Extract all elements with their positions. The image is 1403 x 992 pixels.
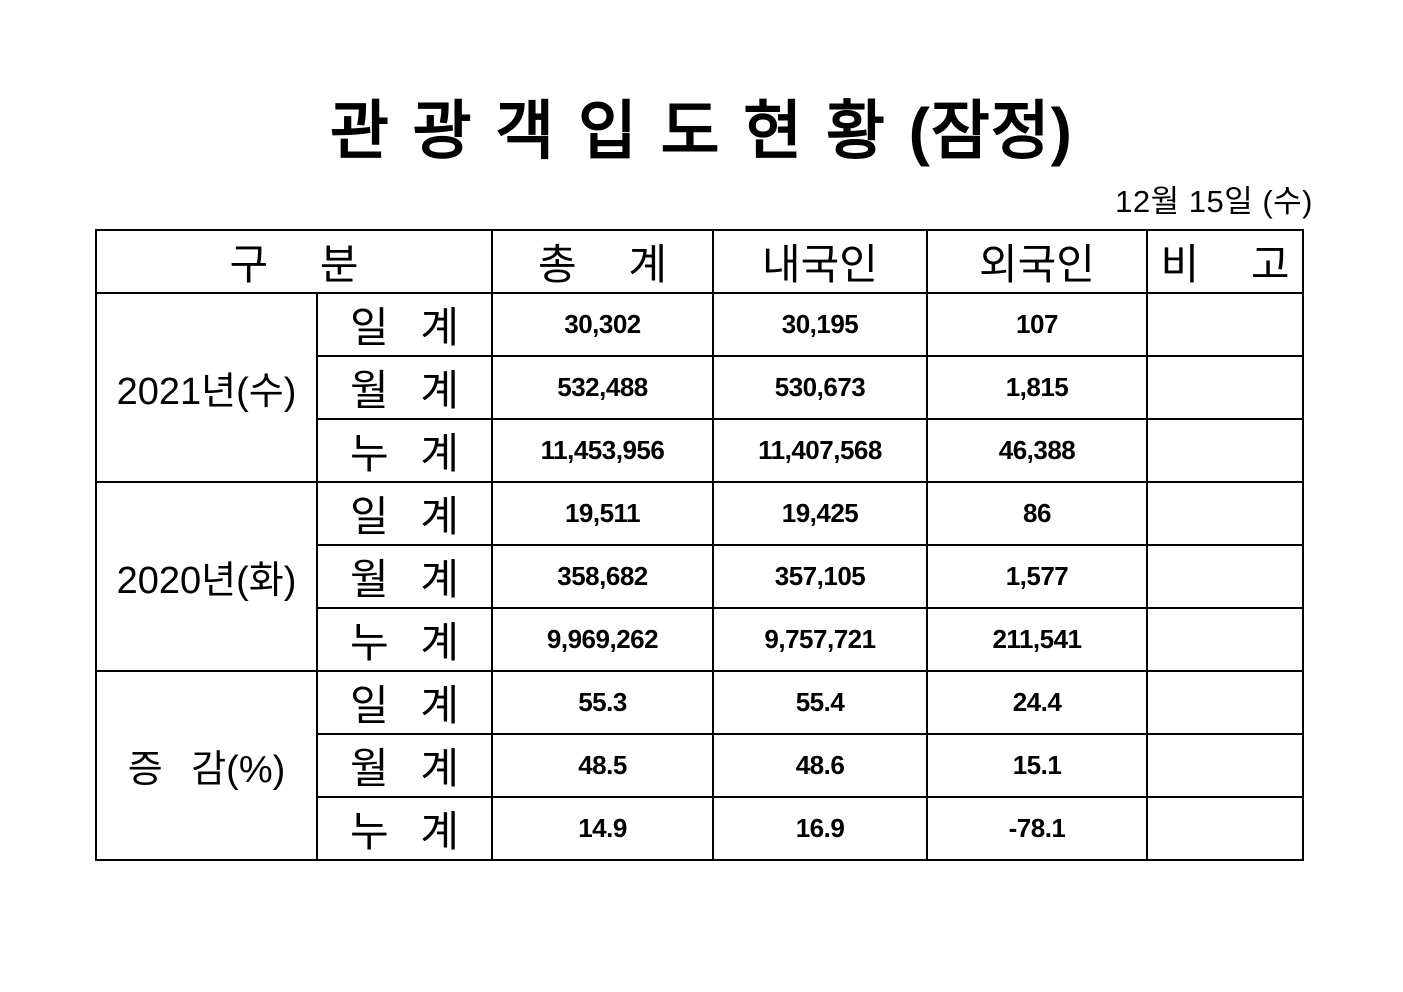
- value-note: [1146, 733, 1304, 798]
- value-domestic: 16.9: [712, 796, 928, 861]
- value-domestic: 19,425: [712, 481, 928, 546]
- table-row: 증 감(%) 일 계 55.3 55.4 24.4: [95, 670, 1304, 861]
- value-note: [1146, 481, 1304, 546]
- row-label: 누 계: [316, 418, 493, 483]
- group-label-change: 증 감(%): [95, 670, 318, 861]
- value-domestic: 48.6: [712, 733, 928, 798]
- value-note: [1146, 670, 1304, 735]
- header-gubun: 구 분: [95, 229, 493, 294]
- value-total: 358,682: [491, 544, 714, 609]
- table-header-row: 구 분 총 계 내국인 외국인 비 고: [95, 229, 1304, 294]
- row-label: 월 계: [316, 544, 493, 609]
- row-label: 누 계: [316, 607, 493, 672]
- value-foreign: 15.1: [926, 733, 1148, 798]
- value-total: 9,969,262: [491, 607, 714, 672]
- row-label: 일 계: [316, 481, 493, 546]
- value-note: [1146, 418, 1304, 483]
- value-total: 14.9: [491, 796, 714, 861]
- value-foreign: 86: [926, 481, 1148, 546]
- row-label: 누 계: [316, 796, 493, 861]
- value-total: 30,302: [491, 292, 714, 357]
- value-note: [1146, 607, 1304, 672]
- value-domestic: 530,673: [712, 355, 928, 420]
- value-total: 532,488: [491, 355, 714, 420]
- value-foreign: 24.4: [926, 670, 1148, 735]
- header-total: 총 계: [491, 229, 714, 294]
- value-foreign: 1,815: [926, 355, 1148, 420]
- value-total: 55.3: [491, 670, 714, 735]
- table-row: 2021년(수) 일 계 30,302 30,195 107: [95, 292, 1304, 483]
- row-label: 월 계: [316, 733, 493, 798]
- group-label-2021: 2021년(수): [95, 292, 318, 483]
- page-title: 관 광 객 입 도 현 황 (잠정): [329, 95, 1073, 167]
- value-foreign: -78.1: [926, 796, 1148, 861]
- value-total: 48.5: [491, 733, 714, 798]
- value-note: [1146, 355, 1304, 420]
- value-domestic: 55.4: [712, 670, 928, 735]
- header-foreign: 외국인: [926, 229, 1148, 294]
- value-total: 19,511: [491, 481, 714, 546]
- table-row: 누 계 14.9 16.9 -78.1: [96, 796, 1304, 861]
- value-foreign: 46,388: [926, 418, 1148, 483]
- table-row: 월 계 532,488 530,673 1,815: [96, 355, 1304, 420]
- table-row: 누 계 11,453,956 11,407,568 46,388: [96, 418, 1304, 483]
- value-foreign: 107: [926, 292, 1148, 357]
- row-label: 일 계: [316, 292, 493, 357]
- group-label-2020: 2020년(화): [95, 481, 318, 672]
- header-domestic: 내국인: [712, 229, 928, 294]
- value-total: 11,453,956: [491, 418, 714, 483]
- value-note: [1146, 292, 1304, 357]
- value-domestic: 9,757,721: [712, 607, 928, 672]
- table-row: 누 계 9,969,262 9,757,721 211,541: [96, 607, 1304, 672]
- report-date: 12월 15일 (수): [1115, 184, 1313, 219]
- value-domestic: 11,407,568: [712, 418, 928, 483]
- header-note: 비 고: [1146, 229, 1304, 294]
- value-note: [1146, 796, 1304, 861]
- value-domestic: 30,195: [712, 292, 928, 357]
- row-label: 일 계: [316, 670, 493, 735]
- table-row: 2020년(화) 일 계 19,511 19,425 86: [95, 481, 1304, 672]
- value-foreign: 211,541: [926, 607, 1148, 672]
- tourist-arrivals-table: 구 분 총 계 내국인 외국인 비 고 2021년(수) 일 계 30,302 …: [95, 229, 1304, 861]
- value-domestic: 357,105: [712, 544, 928, 609]
- row-label: 월 계: [316, 355, 493, 420]
- value-foreign: 1,577: [926, 544, 1148, 609]
- table-row: 월 계 358,682 357,105 1,577: [96, 544, 1304, 609]
- value-note: [1146, 544, 1304, 609]
- table-row: 월 계 48.5 48.6 15.1: [96, 733, 1304, 798]
